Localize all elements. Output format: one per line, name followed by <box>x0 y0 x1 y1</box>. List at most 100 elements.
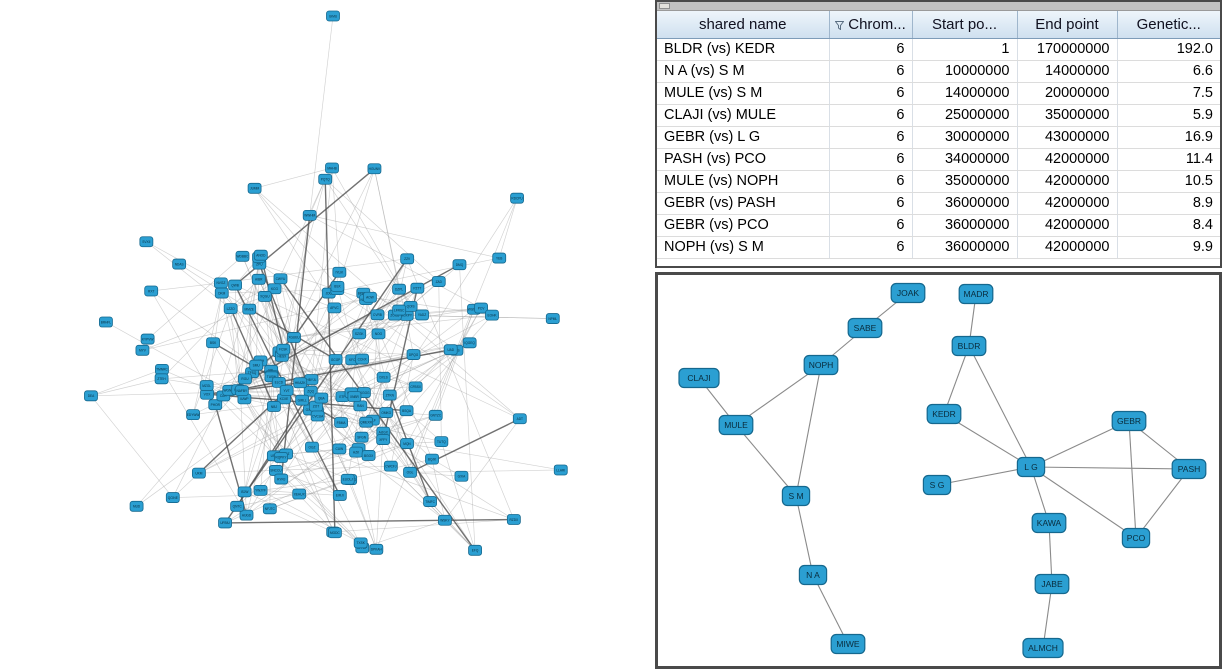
network-edge[interactable] <box>351 359 476 551</box>
network-edge[interactable] <box>271 342 470 378</box>
table-row[interactable]: N A (vs) S M 6 10000000 14000000 6.6 <box>657 60 1220 83</box>
network-node[interactable]: OGZ <box>305 441 319 453</box>
table-row[interactable]: CLAJI (vs) MULE 6 25000000 35000000 5.9 <box>657 104 1220 127</box>
network-edge[interactable] <box>161 369 247 516</box>
network-node[interactable]: MULE <box>718 414 754 436</box>
network-edge[interactable] <box>283 348 414 355</box>
network-edge[interactable] <box>431 459 446 521</box>
network-node[interactable]: TIMFC <box>423 496 437 507</box>
network-edge[interactable] <box>142 308 250 351</box>
network-edge[interactable] <box>309 215 482 309</box>
network-edge[interactable] <box>812 574 849 645</box>
network-node[interactable]: MIWE <box>830 633 866 655</box>
network-edge[interactable] <box>410 469 561 473</box>
network-edge[interactable] <box>246 342 470 516</box>
network-node[interactable]: IYLIK <box>332 266 347 278</box>
network-edge[interactable] <box>328 257 500 294</box>
network-edge[interactable] <box>389 198 518 396</box>
network-node[interactable]: ADT <box>512 413 527 425</box>
network-node[interactable]: CVRB <box>370 309 385 321</box>
network-node[interactable]: CCHX <box>355 353 370 365</box>
network-node[interactable]: OMKG <box>379 407 394 418</box>
network-node[interactable]: ZTEH <box>154 373 169 385</box>
network-edge[interactable] <box>435 309 475 416</box>
network-node[interactable]: PCO <box>1121 527 1151 549</box>
column-header-shared-name[interactable]: shared name <box>657 11 830 39</box>
network-node[interactable]: WDBBC <box>235 250 250 262</box>
network-node[interactable]: HZK <box>349 446 363 458</box>
network-node[interactable]: SFGN <box>354 431 369 443</box>
network-node[interactable]: DXLS <box>376 371 391 383</box>
network-edge[interactable] <box>372 377 384 421</box>
network-node[interactable]: XNBR <box>347 391 362 402</box>
network-node[interactable]: LLARI <box>553 464 568 476</box>
network-edge[interactable] <box>390 465 476 551</box>
table-row[interactable]: BLDR (vs) KEDR 6 1 170000000 192.0 <box>657 38 1220 61</box>
network-edge[interactable] <box>264 296 282 480</box>
network-edge[interactable] <box>244 491 336 534</box>
network-node[interactable]: ZZV <box>400 253 415 265</box>
network-node[interactable]: GIMU <box>326 10 340 22</box>
network-edge[interactable] <box>355 451 446 521</box>
network-edge[interactable] <box>241 356 283 391</box>
table-row[interactable]: GEBR (vs) PASH 6 36000000 42000000 8.9 <box>657 192 1220 215</box>
network-node[interactable]: S M <box>781 485 811 507</box>
network-node[interactable]: JABE <box>1034 573 1070 595</box>
network-edge[interactable] <box>339 405 361 450</box>
network-edge[interactable] <box>406 315 553 319</box>
network-node[interactable]: BRHFL <box>99 316 113 328</box>
network-node[interactable]: HKAZK <box>293 377 308 389</box>
network-edge[interactable] <box>228 278 281 391</box>
network-edge[interactable] <box>309 179 326 216</box>
network-edge[interactable] <box>237 493 300 507</box>
network-node[interactable]: EUOLJ <box>340 473 355 485</box>
network-edge[interactable] <box>161 369 224 397</box>
network-node[interactable]: RQPKY <box>274 452 288 463</box>
network-edge[interactable] <box>1135 468 1190 539</box>
network-node[interactable]: DPQG <box>406 349 421 360</box>
network-edge[interactable] <box>280 289 400 480</box>
network-node[interactable]: MUD <box>129 500 144 512</box>
network-node[interactable]: UFBIU <box>218 517 232 529</box>
network-edge[interactable] <box>151 282 221 292</box>
network-node[interactable]: UKM <box>191 467 206 479</box>
network-edge[interactable] <box>735 364 822 426</box>
network-node[interactable]: KCG <box>267 283 282 295</box>
network-edge[interactable] <box>212 342 272 378</box>
network-edge[interactable] <box>1048 522 1053 585</box>
network-edge[interactable] <box>347 405 361 480</box>
network-node[interactable]: RXT <box>144 285 159 297</box>
network-node[interactable]: LZZO <box>223 303 238 315</box>
network-node[interactable]: PHOR <box>208 399 223 411</box>
network-node[interactable]: KYPVW <box>140 333 155 345</box>
network-node[interactable]: JUMM <box>247 182 262 194</box>
network-node[interactable]: QMEXR <box>359 416 374 428</box>
network-edge[interactable] <box>274 179 326 289</box>
network-edge[interactable] <box>1042 583 1053 649</box>
network-node[interactable]: AFVC <box>327 302 342 314</box>
network-node[interactable]: XEHUX <box>292 488 307 500</box>
network-node[interactable]: GXIA <box>454 470 469 482</box>
network-node[interactable]: PZTT <box>410 282 425 294</box>
network-edge[interactable] <box>342 396 384 433</box>
table-row[interactable]: GEBR (vs) PCO 6 36000000 42000000 8.4 <box>657 214 1220 237</box>
network-edge[interactable] <box>259 263 367 300</box>
network-edge[interactable] <box>409 309 475 473</box>
network-edge[interactable] <box>943 345 970 415</box>
network-edge[interactable] <box>246 406 275 516</box>
network-edge[interactable] <box>90 378 162 397</box>
network-edge[interactable] <box>441 441 476 551</box>
network-node[interactable]: RZDX <box>506 514 521 525</box>
network-node[interactable]: XFFY <box>376 434 391 445</box>
network-node[interactable]: BLDR <box>951 335 987 357</box>
network-node[interactable]: DEA <box>84 390 98 402</box>
network-node[interactable]: QNTC <box>230 500 245 512</box>
network-node[interactable]: DPKAH <box>369 543 384 555</box>
network-edge[interactable] <box>280 215 311 480</box>
network-edge[interactable] <box>406 258 515 520</box>
network-edge[interactable] <box>429 501 476 551</box>
network-edge[interactable] <box>325 178 439 282</box>
network-edge[interactable] <box>429 501 476 551</box>
network-edge[interactable] <box>172 493 300 498</box>
network-node[interactable]: NFJTC <box>262 503 277 515</box>
